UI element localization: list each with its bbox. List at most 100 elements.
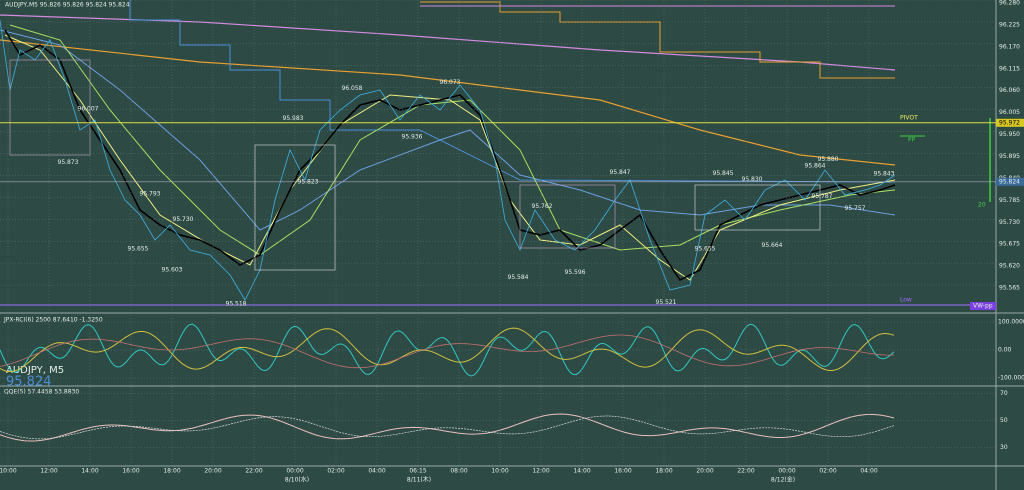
ma-line bbox=[0, 39, 896, 166]
price-tick-label: 95.950 bbox=[999, 131, 1020, 138]
price-annotation: 95.845 bbox=[713, 170, 734, 177]
band-line bbox=[129, 0, 896, 183]
pp-text: PP bbox=[908, 137, 916, 144]
time-label: 02:00 bbox=[819, 468, 836, 475]
time-label: 16:00 bbox=[614, 468, 631, 475]
price-annotation: 95.603 bbox=[162, 266, 183, 273]
qqe-title: QQE(5) 57.4458 53.8830 bbox=[4, 389, 79, 396]
price-annotation: 95.664 bbox=[762, 242, 783, 249]
qqe-tick-label: 70 bbox=[1000, 390, 1008, 397]
time-label: 20:00 bbox=[696, 468, 713, 475]
qqe-line bbox=[0, 413, 895, 442]
price-annotation: 95.584 bbox=[508, 274, 529, 281]
price-annotation: 95.830 bbox=[742, 176, 763, 183]
rci-tick-label: 100.0000 bbox=[998, 319, 1024, 326]
time-label: 04:00 bbox=[368, 468, 385, 475]
time-label: 14:00 bbox=[573, 468, 590, 475]
price-annotation: 95.823 bbox=[298, 179, 319, 186]
pivot-text: PIVOT bbox=[900, 115, 918, 122]
time-label: 08:00 bbox=[450, 468, 467, 475]
price-annotation: 95.847 bbox=[610, 169, 631, 176]
date-label: 8/11(木) bbox=[407, 476, 431, 484]
time-label: 10:00 bbox=[0, 468, 17, 475]
price-tick-label: 95.730 bbox=[999, 219, 1020, 226]
qqe-tick-label: 30 bbox=[1000, 444, 1008, 451]
ma-line bbox=[0, 29, 896, 231]
price-annotation: 96.007 bbox=[78, 105, 99, 112]
time-label: 20:00 bbox=[204, 468, 221, 475]
time-label: 16:00 bbox=[122, 468, 139, 475]
price-tick-label: 96.115 bbox=[999, 65, 1020, 72]
time-label: 22:00 bbox=[245, 468, 262, 475]
time-label: 12:00 bbox=[532, 468, 549, 475]
rci-tick-label: -100.0000 bbox=[998, 375, 1024, 382]
time-label: 04:00 bbox=[860, 468, 877, 475]
price-annotation: 95.936 bbox=[402, 134, 423, 141]
date-label: 8/10(水) bbox=[285, 476, 309, 484]
price-annotation: 95.655 bbox=[128, 246, 149, 253]
pivot-box bbox=[996, 118, 1024, 127]
overlay-price: 95.824 bbox=[6, 375, 52, 390]
time-label: 14:00 bbox=[81, 468, 98, 475]
vwpp-box bbox=[970, 302, 996, 310]
rci-line bbox=[0, 327, 895, 372]
price-annotation: 95.873 bbox=[58, 159, 79, 166]
price-annotation: 96.058 bbox=[342, 85, 363, 92]
price-annotation: 95.730 bbox=[173, 216, 194, 223]
time-label: 00:00 bbox=[286, 468, 303, 475]
price-annotation: 95.793 bbox=[140, 191, 161, 198]
price-annotation: 95.864 bbox=[805, 162, 826, 169]
time-label: 18:00 bbox=[655, 468, 672, 475]
price-tick-label: 95.785 bbox=[999, 197, 1020, 204]
price-tick-label: 96.005 bbox=[999, 109, 1020, 116]
range-box bbox=[519, 184, 616, 249]
range-box bbox=[694, 184, 821, 231]
band-line bbox=[420, 1, 895, 79]
price-tick-label: 95.565 bbox=[999, 285, 1020, 292]
time-label: 18:00 bbox=[163, 468, 180, 475]
pivot-label: 95.972 bbox=[999, 119, 1020, 126]
price-tick-label: 96.225 bbox=[999, 21, 1020, 28]
price-tick-label: 96.170 bbox=[999, 43, 1020, 50]
current-box bbox=[996, 177, 1024, 186]
price-annotation: 95.757 bbox=[845, 205, 866, 212]
time-label: 00:00 bbox=[778, 468, 795, 475]
candle-trace bbox=[0, 19, 896, 301]
period-text: 20 bbox=[978, 202, 986, 209]
price-tick-label: 96.060 bbox=[999, 87, 1020, 94]
time-label: 12:00 bbox=[40, 468, 57, 475]
rci-title: JPX-RCI(6) 2500 87.6410 -1.3250 bbox=[3, 317, 103, 324]
price-tick-label: 95.675 bbox=[999, 241, 1020, 248]
price-annotation: 95.521 bbox=[656, 299, 677, 306]
price-annotation: 96.073 bbox=[440, 79, 461, 86]
qqe-tick-label: 50 bbox=[1000, 417, 1008, 424]
price-annotation: 95.762 bbox=[532, 203, 553, 210]
date-label: 8/12(金) bbox=[771, 476, 795, 484]
price-annotation: 95.787 bbox=[812, 193, 833, 200]
price-annotation: 95.983 bbox=[283, 115, 304, 122]
price-annotation: 95.843 bbox=[874, 171, 895, 178]
rci-tick-label: 0.00 bbox=[998, 347, 1012, 354]
rci-line bbox=[0, 334, 894, 369]
time-label: 06:15 bbox=[409, 468, 426, 475]
symbol-line: AUDJPY,M5 95.826 95.826 95.824 95.824 bbox=[5, 2, 130, 9]
time-label: 02:00 bbox=[327, 468, 344, 475]
price-annotation: 95.518 bbox=[226, 300, 247, 307]
price-tick-label: 96.280 bbox=[999, 0, 1020, 7]
overlay-symbol: AUDJPY, M5 bbox=[6, 365, 64, 376]
price-annotation: 95.596 bbox=[565, 269, 586, 276]
price-tick-label: 95.620 bbox=[999, 263, 1020, 270]
qqe-line bbox=[0, 415, 895, 440]
price-tick-label: 95.895 bbox=[999, 153, 1020, 160]
ma-line bbox=[9, 24, 896, 256]
vwpp-text: VW-pp bbox=[973, 303, 993, 310]
low-text: Low bbox=[900, 297, 912, 304]
rci-line bbox=[0, 323, 895, 377]
time-label: 10:00 bbox=[491, 468, 508, 475]
time-label: 22:00 bbox=[737, 468, 754, 475]
current-label: 95.824 bbox=[999, 178, 1020, 185]
range-box bbox=[9, 59, 91, 156]
